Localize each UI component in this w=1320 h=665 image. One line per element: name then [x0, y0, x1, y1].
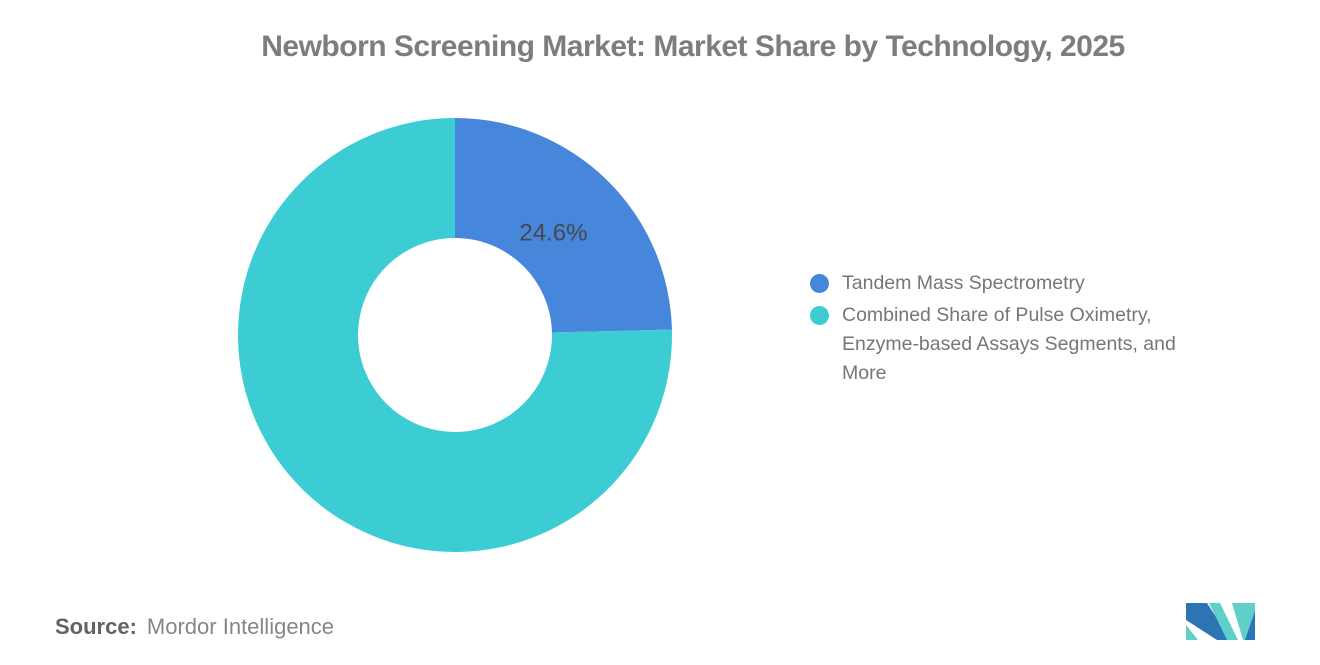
legend-label: Tandem Mass Spectrometry	[842, 272, 1085, 294]
legend-item-combined-share: Combined Share of Pulse Oximetry, Enzyme…	[810, 301, 1212, 388]
legend: Tandem Mass Spectrometry Combined Share …	[810, 269, 1212, 388]
donut-slice	[455, 118, 672, 333]
legend-swatch-blue-icon	[810, 274, 829, 293]
slice-data-label: 24.6%	[519, 219, 587, 246]
legend-label: Combined Share of Pulse Oximetry, Enzyme…	[842, 304, 1176, 384]
mordor-intelligence-logo-icon	[1186, 603, 1255, 640]
legend-item-tandem-mass-spectrometry: Tandem Mass Spectrometry	[810, 269, 1212, 298]
mordor-intelligence-logo	[1186, 602, 1255, 640]
chart-title: Newborn Screening Market: Market Share b…	[261, 30, 1125, 63]
source-value: Mordor Intelligence	[146, 614, 335, 639]
source-line: Source: Mordor Intelligence	[55, 614, 334, 640]
donut-chart-svg: 24.6%	[237, 118, 672, 552]
source-label: Source:	[55, 614, 137, 639]
donut-slice	[237, 118, 672, 552]
legend-swatch-teal-icon	[810, 306, 829, 325]
donut-chart: 24.6%	[235, 115, 675, 555]
